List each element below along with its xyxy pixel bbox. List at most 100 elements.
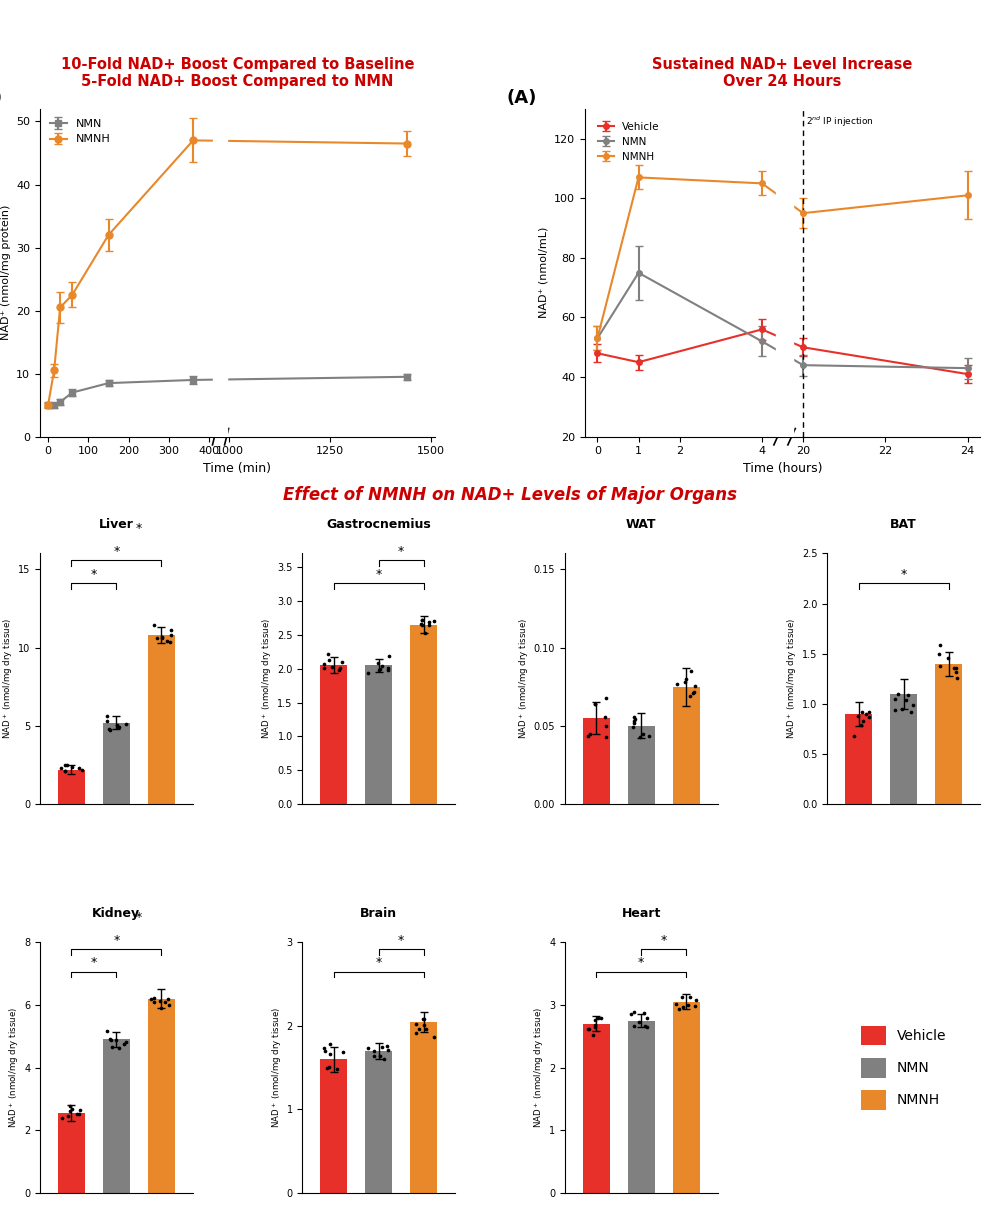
Point bbox=[110, 717, 126, 737]
Point bbox=[57, 760, 73, 780]
Point bbox=[99, 711, 115, 731]
Point bbox=[332, 658, 348, 678]
Bar bbox=[148, 635, 175, 804]
Point bbox=[408, 1023, 424, 1043]
Point bbox=[853, 715, 869, 734]
Point bbox=[626, 707, 642, 727]
Point bbox=[932, 635, 948, 654]
Bar bbox=[410, 625, 437, 804]
Point bbox=[587, 694, 603, 713]
Point bbox=[669, 674, 685, 694]
Point bbox=[54, 1108, 70, 1128]
Point bbox=[102, 1030, 118, 1049]
Point bbox=[674, 986, 690, 1006]
Point bbox=[366, 1041, 382, 1060]
Bar bbox=[673, 1001, 700, 1193]
Point bbox=[111, 717, 127, 737]
Point bbox=[685, 683, 701, 702]
Point bbox=[597, 707, 613, 727]
Point bbox=[413, 614, 429, 633]
Point bbox=[163, 625, 179, 645]
Point bbox=[580, 726, 596, 745]
Point bbox=[626, 711, 642, 731]
Point bbox=[380, 661, 396, 680]
Text: *: * bbox=[91, 567, 97, 581]
Point bbox=[846, 726, 862, 745]
Text: Sustained NAD+ Level Increase
Over 24 Hours: Sustained NAD+ Level Increase Over 24 Ho… bbox=[652, 57, 913, 89]
Point bbox=[631, 1012, 647, 1032]
Point bbox=[160, 989, 176, 1009]
Point bbox=[414, 610, 430, 630]
Point bbox=[331, 661, 347, 680]
Y-axis label: NAD⁺ (nmol/mL): NAD⁺ (nmol/mL) bbox=[539, 228, 549, 319]
Point bbox=[379, 1037, 395, 1057]
Point bbox=[329, 1059, 345, 1079]
Point bbox=[64, 1098, 80, 1118]
Point bbox=[598, 727, 614, 747]
Point bbox=[64, 758, 80, 777]
Point bbox=[376, 1049, 392, 1069]
Title: WAT: WAT bbox=[626, 518, 656, 531]
Point bbox=[677, 673, 693, 692]
Point bbox=[587, 1010, 603, 1030]
Point bbox=[948, 662, 964, 681]
Point bbox=[623, 1004, 639, 1023]
Bar bbox=[103, 1039, 130, 1193]
Text: *: * bbox=[901, 567, 907, 581]
Point bbox=[858, 704, 874, 723]
Point bbox=[587, 695, 603, 715]
Point bbox=[60, 1107, 76, 1127]
Point bbox=[102, 721, 118, 740]
Point bbox=[316, 1038, 332, 1058]
Point bbox=[598, 716, 614, 736]
Text: *: * bbox=[113, 934, 119, 947]
Point bbox=[416, 1010, 432, 1030]
Point bbox=[678, 669, 694, 689]
Point bbox=[626, 1002, 642, 1022]
Point bbox=[418, 1018, 434, 1038]
Point bbox=[72, 1100, 88, 1119]
Point bbox=[371, 659, 387, 679]
Text: *: * bbox=[638, 957, 644, 969]
Y-axis label: NAD$^+$ (nmol/mg dry tissue): NAD$^+$ (nmol/mg dry tissue) bbox=[270, 1007, 284, 1128]
Point bbox=[111, 1038, 127, 1058]
Text: *: * bbox=[136, 911, 142, 924]
Point bbox=[675, 998, 691, 1017]
Point bbox=[590, 1009, 606, 1028]
Point bbox=[360, 1038, 376, 1058]
Point bbox=[101, 720, 117, 739]
Point bbox=[932, 657, 948, 677]
Point bbox=[887, 689, 903, 708]
Point bbox=[639, 1017, 655, 1037]
Point bbox=[321, 1057, 337, 1076]
Bar bbox=[935, 664, 962, 804]
Point bbox=[671, 999, 687, 1018]
Point bbox=[940, 648, 956, 668]
Point bbox=[146, 989, 162, 1009]
Legend: NMN, NMNH: NMN, NMNH bbox=[46, 114, 115, 149]
Text: Effect of NMNH on NAD+ Levels of Major Organs: Effect of NMNH on NAD+ Levels of Major O… bbox=[283, 486, 737, 504]
Bar bbox=[58, 1113, 85, 1193]
Point bbox=[682, 686, 698, 706]
Y-axis label: NAD$^+$ (nmol/mg dry tissue): NAD$^+$ (nmol/mg dry tissue) bbox=[261, 619, 274, 739]
Point bbox=[372, 1047, 388, 1066]
Point bbox=[108, 1031, 124, 1050]
Point bbox=[62, 1097, 78, 1117]
Text: *: * bbox=[113, 545, 119, 558]
Title: Heart: Heart bbox=[622, 908, 661, 920]
Point bbox=[905, 695, 921, 715]
Bar bbox=[365, 665, 392, 804]
Point bbox=[861, 707, 877, 727]
Point bbox=[324, 658, 340, 678]
Text: *: * bbox=[376, 957, 382, 969]
Bar bbox=[583, 718, 610, 804]
Point bbox=[71, 1103, 87, 1123]
Point bbox=[949, 668, 965, 688]
Point bbox=[157, 993, 173, 1012]
Point bbox=[416, 1015, 432, 1034]
Point bbox=[894, 699, 910, 718]
Point bbox=[426, 611, 442, 631]
Point bbox=[99, 1021, 115, 1041]
Point bbox=[683, 661, 699, 680]
Point bbox=[582, 724, 598, 744]
